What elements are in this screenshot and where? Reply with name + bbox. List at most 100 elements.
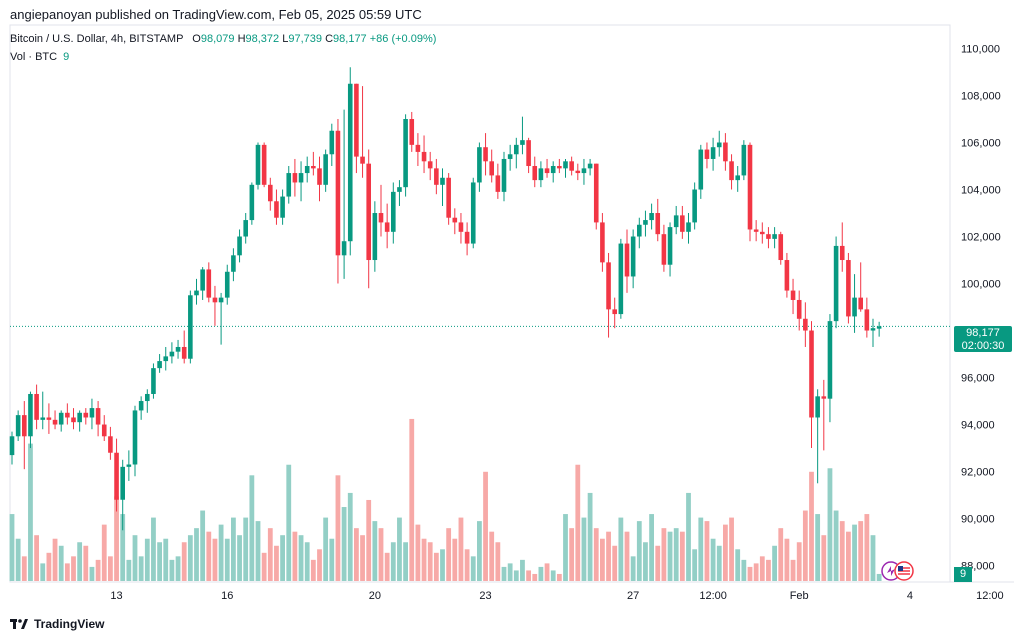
candle-body — [489, 161, 494, 176]
candle-body — [9, 436, 15, 456]
candle-body — [637, 224, 642, 237]
candle-body — [200, 269, 205, 291]
y-tick-label: 106,000 — [961, 138, 1001, 150]
x-tick-label: 27 — [627, 590, 639, 602]
volume-bar — [477, 521, 482, 581]
candle-body — [188, 295, 193, 359]
candle-body — [618, 243, 624, 315]
volume-tag: 9 — [954, 567, 972, 582]
volume-bar — [876, 573, 882, 581]
volume-bar — [593, 528, 599, 581]
volume-bar — [187, 535, 193, 581]
candle-body — [624, 243, 630, 277]
volume-bar — [95, 559, 101, 581]
volume-bar — [747, 566, 753, 581]
high-value: 98,372 — [245, 33, 280, 45]
volume-bar — [64, 563, 70, 581]
x-tick-label: Feb — [790, 590, 809, 602]
events-flags-icon[interactable] — [880, 560, 916, 582]
x-tick-label: 16 — [221, 590, 233, 602]
candle-body — [132, 410, 138, 465]
candle-body — [483, 147, 488, 162]
candle-body — [181, 346, 187, 359]
volume-bar — [661, 528, 667, 581]
candle-body — [661, 234, 667, 265]
candle-body — [600, 222, 605, 263]
y-tick-label: 100,000 — [961, 279, 1001, 291]
candle-body — [864, 309, 870, 331]
candle-body — [563, 161, 568, 169]
volume-bar — [28, 443, 33, 581]
candle-body — [827, 321, 833, 399]
volume-bar — [655, 545, 661, 581]
candle-body — [520, 140, 525, 145]
volume-bar — [292, 531, 298, 581]
volume-bar — [169, 559, 175, 581]
candle-body — [753, 229, 759, 232]
candle-body — [101, 424, 107, 437]
volume-bar — [267, 528, 273, 581]
volume-bar — [34, 535, 39, 581]
candle-body — [784, 260, 790, 291]
volume-bar — [261, 552, 267, 581]
volume-bar — [784, 538, 790, 581]
volume-bar — [421, 538, 427, 581]
y-tick-label: 104,000 — [961, 185, 1001, 197]
volume-bar — [286, 464, 292, 581]
candle-body — [741, 144, 747, 176]
candle-body — [581, 168, 587, 174]
tradingview-logo-icon — [10, 619, 28, 629]
volume-bar — [360, 535, 365, 581]
volume-bar — [280, 535, 285, 581]
volume-bar — [753, 563, 759, 581]
volume-bar — [120, 514, 126, 581]
volume-bar — [538, 566, 544, 581]
open-label: O — [192, 33, 201, 45]
volume-label[interactable]: Vol · BTC — [10, 51, 58, 63]
candle-body — [341, 241, 347, 256]
candle-body — [655, 213, 661, 235]
volume-bar — [741, 559, 747, 581]
candle-body — [575, 170, 581, 174]
candle-body — [409, 119, 415, 145]
volume-bar — [501, 566, 507, 581]
candle-body — [391, 191, 396, 232]
close-value: 98,177 — [333, 33, 367, 45]
volume-bar — [833, 510, 839, 581]
volume-bar — [58, 545, 64, 581]
volume-bar — [409, 418, 415, 581]
symbol-title[interactable]: Bitcoin / U.S. Dollar, 4h, BITSTAMP — [10, 33, 184, 45]
candle-body — [704, 149, 710, 159]
x-tick-label: 12:00 — [699, 590, 727, 602]
volume-bar — [212, 538, 218, 581]
candle-body — [747, 144, 753, 230]
volume-bar — [679, 531, 685, 581]
candle-body — [606, 262, 611, 310]
candle-body — [218, 297, 224, 303]
y-tick-label: 94,000 — [961, 420, 995, 432]
volume-bar — [21, 556, 27, 581]
volume-bar — [618, 517, 624, 581]
candle-body — [384, 222, 390, 232]
candle-body — [643, 220, 648, 225]
volume-bar — [323, 517, 329, 581]
volume-bar — [852, 524, 857, 581]
footer-brand[interactable]: TradingView — [10, 617, 104, 631]
candle-body — [858, 297, 863, 310]
last-price-tag: 98,177 02:00:30 — [954, 326, 1012, 352]
volume-bar — [723, 524, 728, 581]
y-tick-label: 96,000 — [961, 373, 995, 385]
candle-body — [649, 213, 654, 221]
candle-body — [397, 187, 402, 192]
volume-legend: Vol · BTC 9 — [10, 51, 69, 63]
candle-body — [477, 147, 482, 183]
candle-body — [126, 464, 132, 467]
candle-body — [298, 173, 304, 183]
volume-bar — [200, 510, 206, 581]
x-tick-label: 23 — [479, 590, 491, 602]
ohlc-legend: Bitcoin / U.S. Dollar, 4h, BITSTAMP O 98,… — [10, 33, 436, 45]
volume-bar — [89, 566, 95, 581]
candle-body — [846, 260, 851, 317]
